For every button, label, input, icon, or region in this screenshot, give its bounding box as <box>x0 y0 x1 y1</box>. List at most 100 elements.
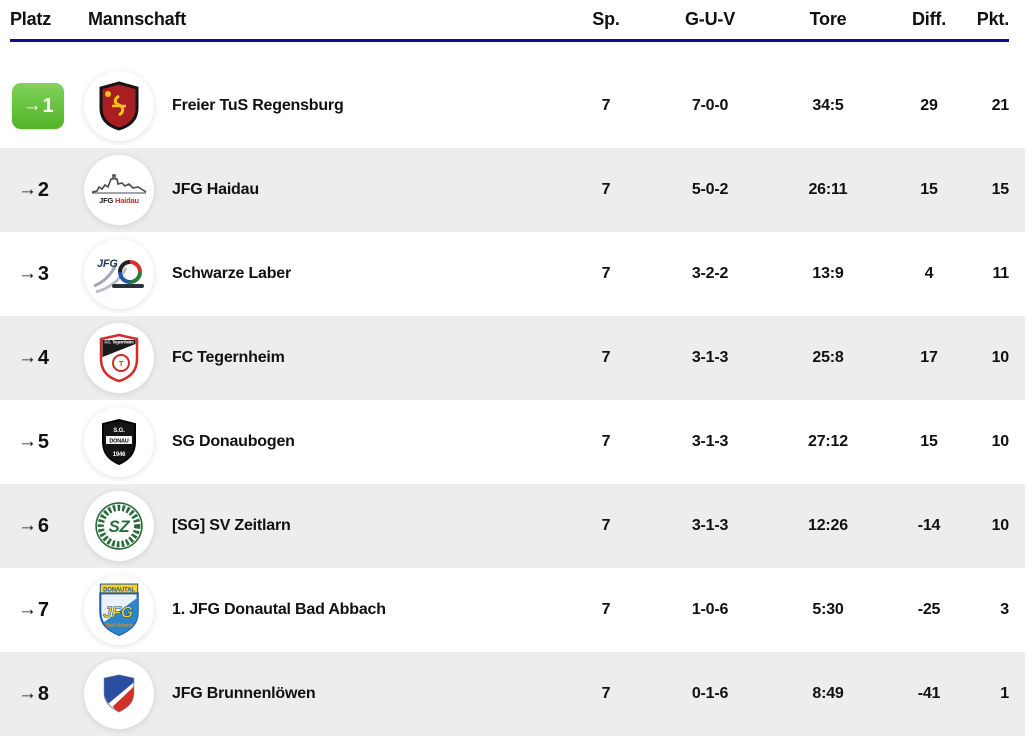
donaubogen-crest-icon[interactable]: S.G. DONAU 1946 <box>84 407 154 477</box>
goals-cell: 5:30 <box>812 601 844 618</box>
table-row[interactable]: → 7 DONAUTAL JFG Bad Abbach 1. JFG Donaut… <box>0 568 1025 652</box>
win-draw-loss-cell: 0-1-6 <box>691 685 729 702</box>
points-cell: 11 <box>992 265 1009 282</box>
goals-cell: 25:8 <box>812 349 844 366</box>
brunnenloewen-crest-icon[interactable] <box>84 659 154 729</box>
logo-cell: S.G. DONAU 1946 <box>80 407 172 477</box>
games-played-cell: 7 <box>601 265 611 282</box>
rank-number: 8 <box>37 682 49 705</box>
rank-number: 5 <box>37 430 49 453</box>
regensburg-crest-icon[interactable] <box>84 71 154 141</box>
logo-cell: JFG Haidau <box>80 155 172 225</box>
goals-cell: 12:26 <box>808 517 848 534</box>
team-name[interactable]: [SG] SV Zeitlarn <box>172 517 291 534</box>
goal-diff-cell: 15 <box>920 181 938 198</box>
standings-table-body: → 1 Freier TuS Regensburg 7 7-0-0 34:5 29… <box>0 64 1035 736</box>
svg-text:S.G.: S.G. <box>113 428 125 434</box>
rank-indicator: → 2 <box>18 179 49 202</box>
rank-indicator: → 4 <box>18 347 49 370</box>
rank-cell: → 3 <box>10 263 80 286</box>
table-row[interactable]: → 1 Freier TuS Regensburg 7 7-0-0 34:5 29… <box>0 64 1025 148</box>
rank-arrow-icon: → <box>18 179 37 200</box>
win-draw-loss-cell: 3-1-3 <box>691 433 729 450</box>
table-row[interactable]: → 8 JFG Brunnenlöwen 7 0-1-6 8:49 -41 1 <box>0 652 1025 736</box>
table-row[interactable]: → 4 F.C. Tegernheim T FC Tegernheim 7 3-1… <box>0 316 1025 400</box>
rank-arrow-icon: → <box>18 347 37 368</box>
rank-number: 3 <box>37 262 49 285</box>
table-row[interactable]: → 3 JFG Schwarze Laber 7 3-2-2 13:9 4 11 <box>0 232 1025 316</box>
games-played-cell: 7 <box>601 97 611 114</box>
rank-indicator: → 7 <box>18 599 49 622</box>
rank-cell: → 5 <box>10 431 80 454</box>
logo-cell: JFG <box>80 239 172 309</box>
header-pkt: Pkt. <box>976 9 1009 29</box>
rank-cell: → 8 <box>10 683 80 706</box>
rank-cell: → 2 <box>10 179 80 202</box>
header-diff: Diff. <box>912 9 946 29</box>
team-name[interactable]: Freier TuS Regensburg <box>172 97 344 114</box>
rank-arrow-icon: → <box>18 683 37 704</box>
goal-diff-cell: -25 <box>917 601 941 618</box>
goals-cell: 26:11 <box>808 181 848 198</box>
goal-diff-cell: -41 <box>917 685 941 702</box>
games-played-cell: 7 <box>601 349 611 366</box>
rank-number: 1 <box>42 94 54 117</box>
zeitlarn-crest-icon[interactable]: SZ <box>84 491 154 561</box>
team-name[interactable]: FC Tegernheim <box>172 349 285 366</box>
svg-text:F.C. Tegernheim: F.C. Tegernheim <box>104 340 134 345</box>
svg-text:DONAUTAL: DONAUTAL <box>103 587 135 593</box>
header-platz: Platz <box>10 9 52 29</box>
rank-number: 6 <box>37 514 49 537</box>
rank-number: 2 <box>37 178 49 201</box>
goal-diff-cell: 17 <box>920 349 938 366</box>
team-name[interactable]: JFG Brunnenlöwen <box>172 685 316 702</box>
logo-cell: SZ <box>80 491 172 561</box>
team-name[interactable]: SG Donaubogen <box>172 433 295 450</box>
goals-cell: 34:5 <box>812 97 844 114</box>
goal-diff-cell: 29 <box>920 97 938 114</box>
standings-table-header: Platz Mannschaft Sp. G-U-V Tore Diff. Pk… <box>10 0 1009 42</box>
goals-cell: 27:12 <box>808 433 848 450</box>
schwarze-laber-crest-icon[interactable]: JFG <box>84 239 154 309</box>
rank-cell: → 7 <box>10 599 80 622</box>
games-played-cell: 7 <box>601 601 611 618</box>
games-played-cell: 7 <box>601 433 611 450</box>
rank-arrow-icon: → <box>18 263 37 284</box>
haidau-crest-icon[interactable]: JFG Haidau <box>84 155 154 225</box>
goal-diff-cell: 15 <box>920 433 938 450</box>
svg-text:Bad Abbach: Bad Abbach <box>106 623 133 629</box>
points-cell: 21 <box>991 97 1010 114</box>
svg-text:JFG Haidau: JFG Haidau <box>99 196 139 205</box>
goals-cell: 8:49 <box>812 685 844 702</box>
win-draw-loss-cell: 5-0-2 <box>691 181 729 198</box>
win-draw-loss-cell: 3-2-2 <box>691 265 729 282</box>
tegernheim-crest-icon[interactable]: F.C. Tegernheim T <box>84 323 154 393</box>
rank-number: 7 <box>37 598 49 621</box>
games-played-cell: 7 <box>601 517 611 534</box>
team-name[interactable]: Schwarze Laber <box>172 265 292 282</box>
team-name[interactable]: 1. JFG Donautal Bad Abbach <box>172 601 386 618</box>
table-row[interactable]: → 5 S.G. DONAU 1946 SG Donaubogen 7 3-1-3… <box>0 400 1025 484</box>
rank-cell: → 6 <box>10 515 80 538</box>
rank-cell: → 4 <box>10 347 80 370</box>
rank-arrow-icon: → <box>18 599 37 620</box>
table-row[interactable]: → 2 JFG Haidau JFG Haidau 7 5-0-2 26:11 1… <box>0 148 1025 232</box>
header-gap <box>0 42 1035 64</box>
win-draw-loss-cell: 1-0-6 <box>691 601 729 618</box>
goal-diff-cell: 4 <box>924 265 934 282</box>
goals-cell: 13:9 <box>812 265 844 282</box>
goal-diff-cell: -14 <box>917 517 941 534</box>
rank-indicator: → 8 <box>18 683 49 706</box>
rank-indicator: → 3 <box>18 263 49 286</box>
table-row[interactable]: → 6 SZ [SG] SV Zeitlarn 7 3-1-3 12:26 -14… <box>0 484 1025 568</box>
points-cell: 10 <box>991 517 1010 534</box>
donautal-crest-icon[interactable]: DONAUTAL JFG Bad Abbach <box>84 575 154 645</box>
win-draw-loss-cell: 3-1-3 <box>691 517 729 534</box>
games-played-cell: 7 <box>601 181 611 198</box>
team-name[interactable]: JFG Haidau <box>172 181 259 198</box>
svg-text:1946: 1946 <box>113 452 126 458</box>
logo-cell <box>80 71 172 141</box>
logo-cell <box>80 659 172 729</box>
promotion-badge: → 1 <box>12 83 64 129</box>
svg-text:DONAU: DONAU <box>109 439 128 445</box>
